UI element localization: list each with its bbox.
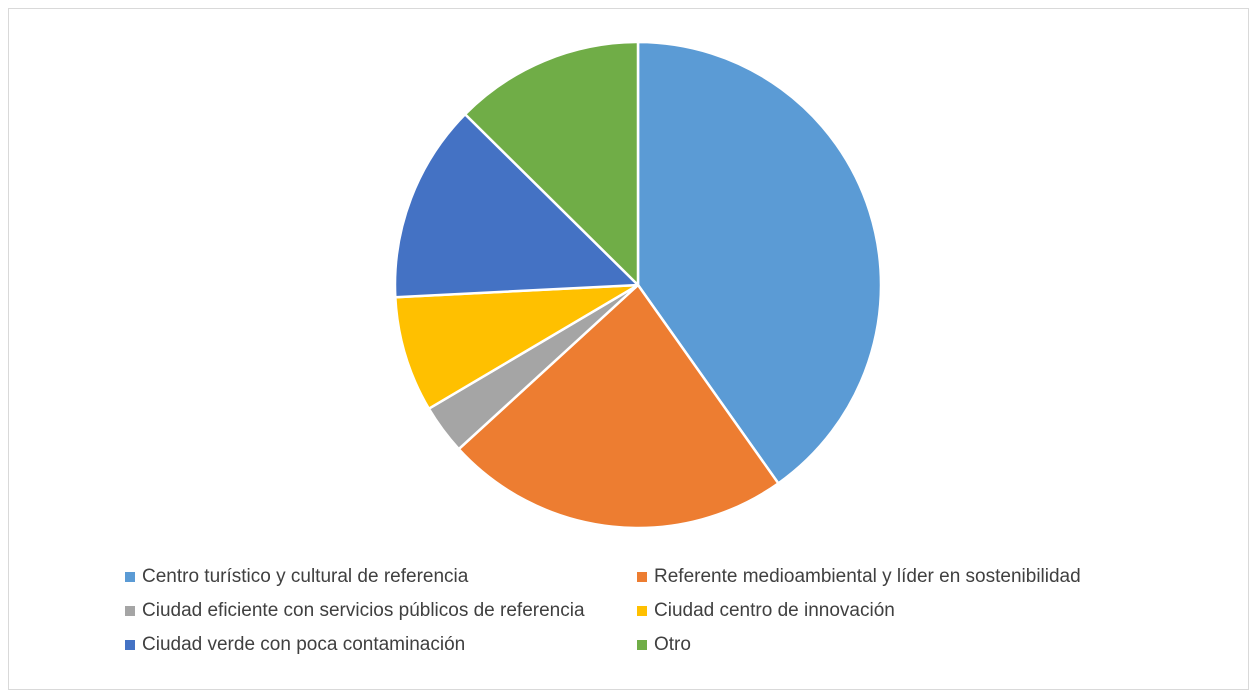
- legend-swatch: [125, 572, 135, 582]
- pie-slice-5: [463, 40, 640, 287]
- legend-item-ciudad-innovacion: Ciudad centro de innovación: [637, 600, 895, 622]
- legend-swatch: [125, 606, 135, 616]
- legend-row: Ciudad verde con poca contaminación Otro: [125, 628, 1205, 662]
- legend-label: Ciudad centro de innovación: [654, 600, 895, 621]
- legend-label: Ciudad eficiente con servicios públicos …: [142, 600, 585, 621]
- legend-item-ciudad-verde: Ciudad verde con poca contaminación: [125, 634, 637, 656]
- legend-swatch: [637, 606, 647, 616]
- legend-swatch: [637, 640, 647, 650]
- legend-item-ciudad-eficiente: Ciudad eficiente con servicios públicos …: [125, 600, 637, 622]
- pie-slice-1: [457, 283, 780, 530]
- pie-slice-0: [636, 40, 883, 485]
- legend-item-referente-medioambiental: Referente medioambiental y líder en sost…: [637, 566, 1081, 588]
- legend-item-otro: Otro: [637, 634, 691, 656]
- pie-slice-3: [394, 283, 640, 410]
- legend-item-centro-turistico: Centro turístico y cultural de referenci…: [125, 566, 637, 588]
- legend-label: Referente medioambiental y líder en sost…: [654, 566, 1081, 587]
- pie-slices: [393, 40, 883, 530]
- legend-row: Ciudad eficiente con servicios públicos …: [125, 594, 1205, 628]
- legend-swatch: [125, 640, 135, 650]
- pie-slice-4: [393, 113, 640, 299]
- legend-label: Otro: [654, 634, 691, 655]
- legend: Centro turístico y cultural de referenci…: [125, 560, 1205, 662]
- legend-label: Ciudad verde con poca contaminación: [142, 634, 466, 655]
- legend-label: Centro turístico y cultural de referenci…: [142, 566, 469, 587]
- legend-row: Centro turístico y cultural de referenci…: [125, 560, 1205, 594]
- legend-swatch: [637, 572, 647, 582]
